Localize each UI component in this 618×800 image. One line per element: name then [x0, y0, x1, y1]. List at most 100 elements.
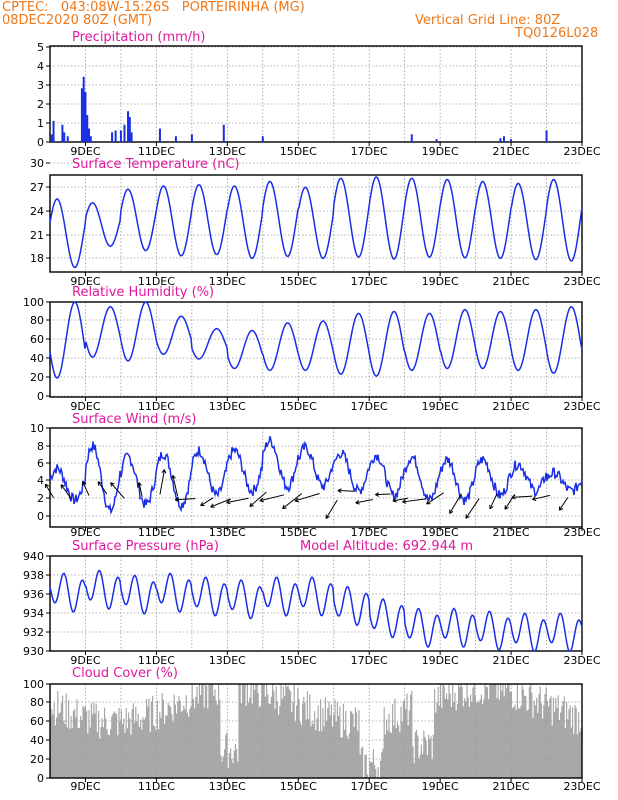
y-tick-label: 21 — [30, 229, 44, 242]
x-tick-label: 23DEC — [563, 275, 600, 288]
precip-bar — [545, 130, 548, 142]
wind-vector — [489, 493, 498, 510]
wind-vector — [210, 498, 232, 508]
x-tick-label: 17DEC — [351, 400, 388, 413]
wind-vector-head — [44, 483, 50, 489]
x-tick-label: 11DEC — [138, 654, 175, 667]
pressure-line — [49, 569, 583, 652]
x-tick-label: 21DEC — [493, 526, 530, 539]
x-tick-label: 15DEC — [280, 654, 317, 667]
y-tick-label: 2 — [37, 492, 44, 505]
wind-vector — [200, 497, 214, 507]
wind-vector-head — [337, 488, 342, 494]
x-tick-label: 15DEC — [280, 526, 317, 539]
precip-bar — [61, 124, 64, 142]
wind-vector-head — [259, 497, 264, 503]
x-tick-label: 15DEC — [280, 400, 317, 413]
wind-vector — [325, 499, 338, 519]
wind-vector — [259, 494, 285, 502]
wind-vector — [355, 498, 373, 504]
x-tick-label: 19DEC — [422, 654, 459, 667]
precip-bar — [89, 136, 92, 142]
frame-temperature — [49, 174, 583, 273]
precip-bar — [130, 132, 133, 142]
x-tick-label: 21DEC — [493, 654, 530, 667]
wind-vector-head — [226, 499, 231, 505]
x-tick-label: 13DEC — [209, 145, 246, 158]
x-tick-label: 11DEC — [138, 275, 175, 288]
wind-vector — [44, 483, 54, 499]
y-tick-label: 100 — [23, 296, 44, 309]
chart-title: Precipitation (mm/h) — [72, 30, 205, 45]
grid-temperature — [50, 162, 582, 272]
wind-vector-head — [355, 499, 360, 505]
chart-annotation: Model Altitude: 692.944 m — [300, 539, 473, 554]
precip-bar — [222, 124, 225, 142]
y-tick-label: 80 — [30, 696, 44, 709]
humidity-line — [49, 301, 583, 379]
y-tick-label: 0 — [37, 510, 44, 523]
wind-vector — [392, 497, 409, 502]
y-tick-label: 27 — [30, 181, 44, 194]
x-tick-label: 13DEC — [209, 780, 246, 793]
precip-bar — [502, 136, 505, 142]
frame-cloud — [49, 683, 583, 779]
wind-line — [49, 436, 583, 516]
x-tick-label: 21DEC — [493, 780, 530, 793]
wind-vector — [226, 497, 249, 504]
x-tick-label: 9DEC — [70, 400, 100, 413]
x-tick-label: 21DEC — [493, 400, 530, 413]
y-tick-label: 0 — [37, 136, 44, 149]
wind-vector-head — [174, 497, 179, 502]
wind-vector-head — [504, 505, 509, 510]
wind-vector — [110, 482, 125, 499]
x-tick-label: 9DEC — [70, 526, 100, 539]
x-tick-label: 9DEC — [70, 780, 100, 793]
precip-bar — [510, 139, 513, 142]
y-tick-label: 20 — [30, 753, 44, 766]
precip-bar — [80, 88, 83, 142]
header-date: 08DEC2020 80Z (GMT) — [2, 13, 153, 28]
precip-bar — [128, 117, 131, 142]
wind-vector — [172, 475, 179, 497]
x-tick-label: 23DEC — [563, 526, 600, 539]
y-tick-label: 930 — [23, 645, 44, 658]
wind-vector — [426, 492, 444, 505]
wind-vector-head — [137, 482, 143, 487]
wind-vector-head — [558, 506, 564, 511]
x-tick-label: 19DEC — [422, 145, 459, 158]
y-tick-label: 40 — [30, 352, 44, 365]
y-tick-label: 3 — [37, 79, 44, 92]
wind-vector-head — [282, 504, 287, 510]
x-tick-label: 11DEC — [138, 526, 175, 539]
precip-bar — [84, 92, 87, 142]
chart-title: Surface Wind (m/s) — [72, 412, 196, 427]
y-tick-label: 936 — [23, 588, 44, 601]
x-tick-label: 17DEC — [351, 275, 388, 288]
wind-vector — [138, 482, 143, 498]
chart-title: Cloud Cover (%) — [72, 666, 178, 681]
wind-vector — [375, 493, 391, 496]
wind-vector-head — [531, 496, 537, 501]
header-location: CPTEC: 043:08W-15:26S PORTEIRINHA (MG) — [2, 0, 305, 15]
x-tick-label: 23DEC — [563, 654, 600, 667]
wind-vector — [97, 481, 108, 495]
precip-bar — [52, 120, 55, 142]
y-tick-label: 60 — [30, 715, 44, 728]
precip-bar — [499, 138, 502, 142]
wind-vector — [175, 498, 196, 501]
x-tick-label: 19DEC — [422, 275, 459, 288]
wind-vector-head — [110, 482, 115, 487]
wind-vector-head — [392, 498, 397, 503]
x-tick-label: 11DEC — [138, 780, 175, 793]
wind-vector — [558, 497, 569, 511]
wind-vector — [249, 491, 267, 507]
wind-vector-head — [449, 509, 454, 514]
x-tick-label: 19DEC — [422, 780, 459, 793]
precip-bar — [174, 136, 177, 142]
precip-bar — [88, 128, 91, 142]
chart-title: Relative Humidity (%) — [72, 285, 214, 300]
y-tick-label: 0 — [37, 772, 44, 785]
y-tick-label: 40 — [30, 734, 44, 747]
